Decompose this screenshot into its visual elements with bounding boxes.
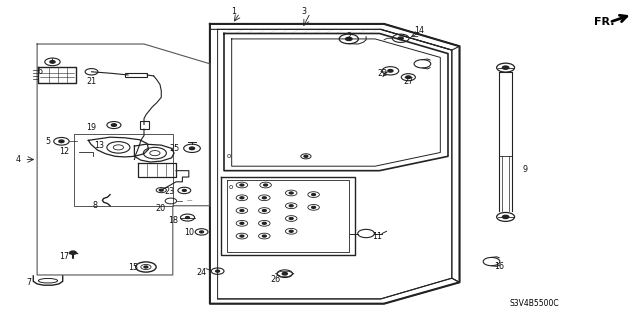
Circle shape <box>240 222 244 224</box>
Circle shape <box>282 272 287 275</box>
Text: o: o <box>227 153 231 159</box>
Text: 25: 25 <box>170 144 180 153</box>
Circle shape <box>312 206 316 208</box>
Text: 7: 7 <box>26 278 31 287</box>
Circle shape <box>189 147 195 150</box>
Bar <box>140 121 149 129</box>
Text: 3: 3 <box>301 7 307 16</box>
Circle shape <box>502 215 509 219</box>
Circle shape <box>240 210 244 211</box>
Text: 27: 27 <box>403 77 413 86</box>
Text: 26: 26 <box>270 275 280 284</box>
Circle shape <box>304 155 308 157</box>
Circle shape <box>200 231 204 233</box>
Circle shape <box>264 184 268 186</box>
Circle shape <box>159 189 163 191</box>
Text: 14: 14 <box>414 26 424 35</box>
Text: 20: 20 <box>155 204 165 213</box>
Circle shape <box>346 37 352 41</box>
Bar <box>125 73 147 77</box>
Text: 12: 12 <box>59 147 69 156</box>
Circle shape <box>502 66 509 69</box>
Text: 18: 18 <box>168 216 178 225</box>
Circle shape <box>50 61 55 63</box>
Text: 23: 23 <box>164 187 175 196</box>
Text: 11: 11 <box>372 232 383 241</box>
Text: 21: 21 <box>86 77 97 86</box>
Text: 24: 24 <box>196 268 207 277</box>
Circle shape <box>262 222 266 224</box>
Text: —: — <box>187 198 193 204</box>
Text: S3V4B5500C: S3V4B5500C <box>509 299 559 308</box>
Circle shape <box>289 218 293 219</box>
Circle shape <box>289 192 293 194</box>
Text: 1: 1 <box>231 7 236 16</box>
Text: 5: 5 <box>45 137 51 146</box>
Circle shape <box>289 205 293 207</box>
Circle shape <box>186 217 189 219</box>
Text: 6: 6 <box>37 67 42 76</box>
Text: 22: 22 <box>378 69 388 78</box>
Text: FR.: FR. <box>594 17 614 27</box>
Circle shape <box>262 210 266 211</box>
Text: o: o <box>228 184 232 189</box>
Circle shape <box>240 197 244 199</box>
Text: 8: 8 <box>92 201 97 210</box>
Circle shape <box>388 70 393 72</box>
Circle shape <box>70 251 76 254</box>
Circle shape <box>312 194 316 196</box>
Text: 2: 2 <box>346 32 351 41</box>
Circle shape <box>240 235 244 237</box>
Circle shape <box>144 266 148 268</box>
Text: 16: 16 <box>494 262 504 271</box>
Text: 19: 19 <box>86 123 97 132</box>
Circle shape <box>59 140 64 143</box>
Circle shape <box>111 124 116 126</box>
Circle shape <box>262 235 266 237</box>
Circle shape <box>406 76 411 78</box>
Circle shape <box>216 270 220 272</box>
Text: 17: 17 <box>59 252 69 261</box>
Circle shape <box>240 184 244 186</box>
Circle shape <box>182 189 186 191</box>
Text: 15: 15 <box>128 263 138 272</box>
Text: 4: 4 <box>15 155 20 164</box>
Text: 10: 10 <box>184 228 194 237</box>
Text: 13: 13 <box>94 141 104 150</box>
Text: 9: 9 <box>522 165 527 174</box>
Circle shape <box>262 197 266 199</box>
Circle shape <box>289 230 293 232</box>
Circle shape <box>398 37 403 40</box>
